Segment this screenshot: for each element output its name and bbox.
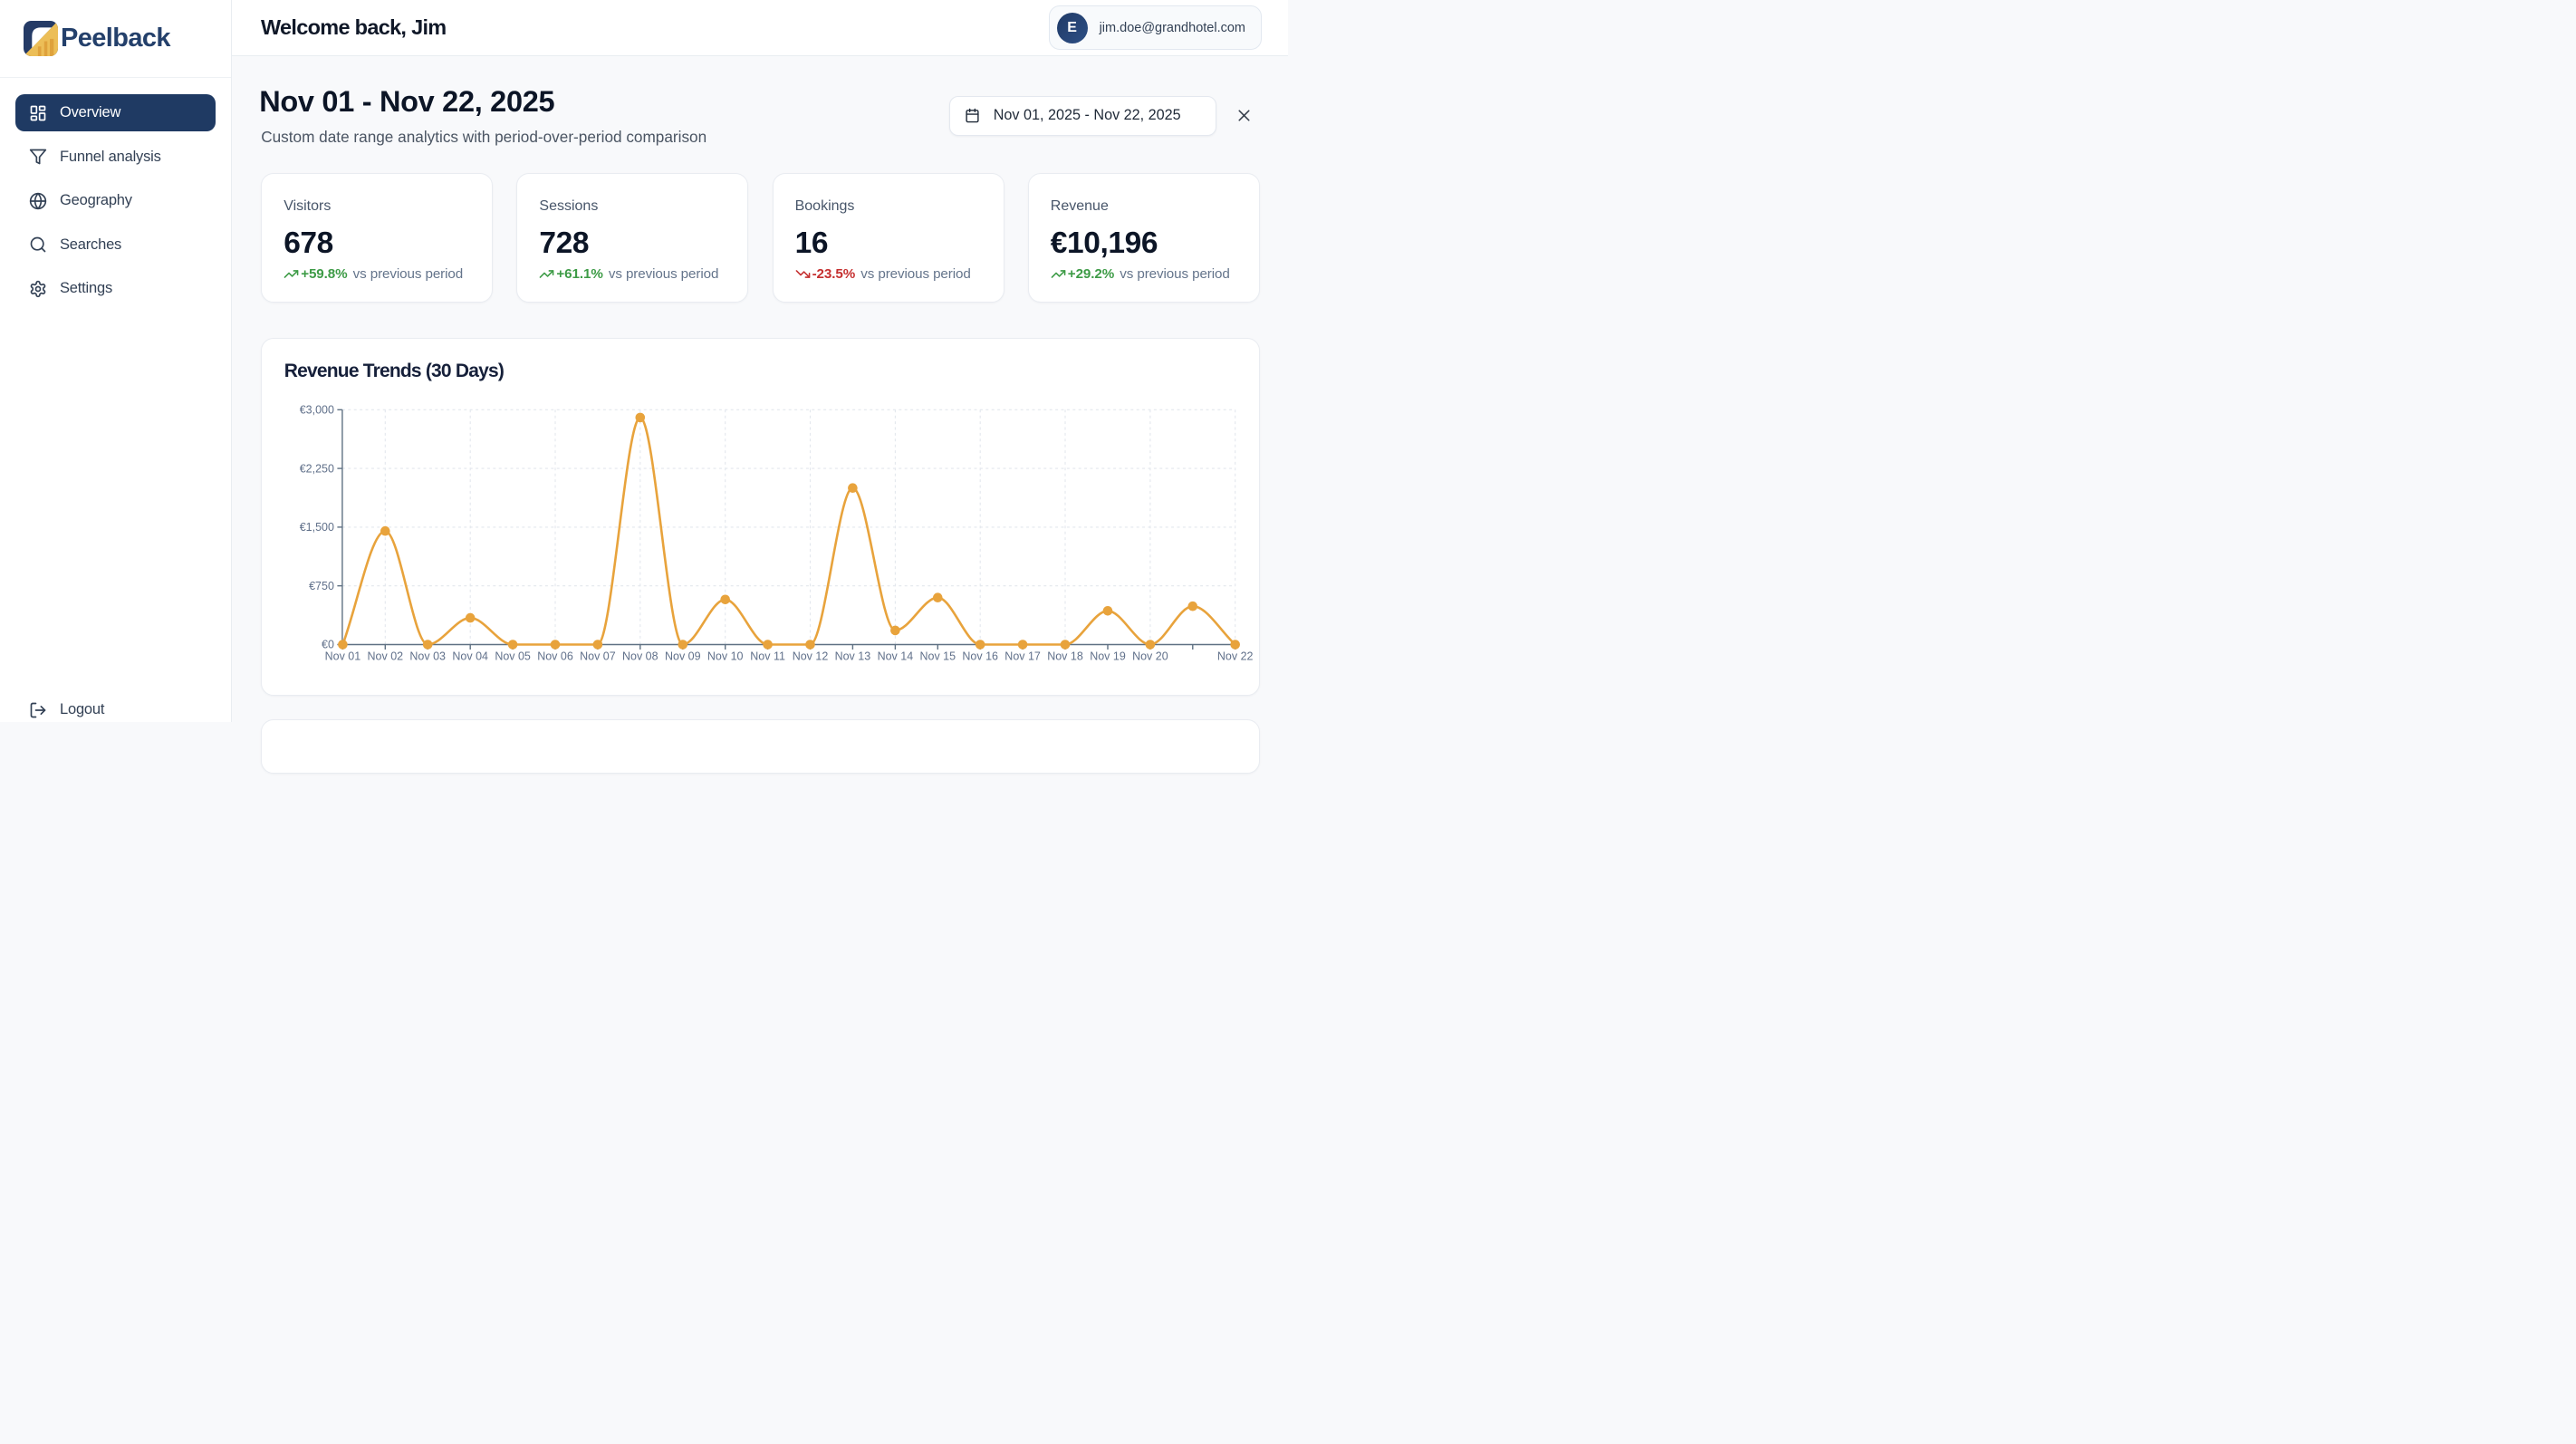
svg-text:€750: €750 <box>309 580 334 592</box>
svg-text:Nov 13: Nov 13 <box>835 650 871 662</box>
svg-text:Nov 16: Nov 16 <box>963 650 999 662</box>
svg-text:€1,500: €1,500 <box>300 521 334 534</box>
svg-text:Nov 03: Nov 03 <box>410 650 447 662</box>
svg-text:Nov 17: Nov 17 <box>1005 650 1042 662</box>
svg-text:Nov 10: Nov 10 <box>707 650 744 662</box>
svg-text:€0: €0 <box>322 638 334 650</box>
svg-text:Nov 01: Nov 01 <box>325 650 361 662</box>
svg-text:Nov 04: Nov 04 <box>453 650 489 662</box>
svg-text:Nov 20: Nov 20 <box>1132 650 1168 662</box>
svg-text:Nov 15: Nov 15 <box>920 650 956 662</box>
svg-text:Nov 18: Nov 18 <box>1047 650 1083 662</box>
svg-text:Nov 12: Nov 12 <box>793 650 829 662</box>
svg-text:Nov 05: Nov 05 <box>495 650 532 662</box>
svg-text:€2,250: €2,250 <box>300 462 334 475</box>
svg-text:Nov 19: Nov 19 <box>1090 650 1126 662</box>
svg-text:Nov 02: Nov 02 <box>368 650 404 662</box>
svg-text:Nov 07: Nov 07 <box>580 650 616 662</box>
svg-text:Nov 06: Nov 06 <box>537 650 573 662</box>
svg-text:Nov 11: Nov 11 <box>750 650 785 662</box>
svg-text:Nov 22: Nov 22 <box>1217 650 1254 662</box>
svg-text:€3,000: €3,000 <box>300 403 334 416</box>
svg-text:Nov 09: Nov 09 <box>665 650 701 662</box>
svg-text:Nov 08: Nov 08 <box>622 650 658 662</box>
svg-text:Nov 14: Nov 14 <box>878 650 914 662</box>
